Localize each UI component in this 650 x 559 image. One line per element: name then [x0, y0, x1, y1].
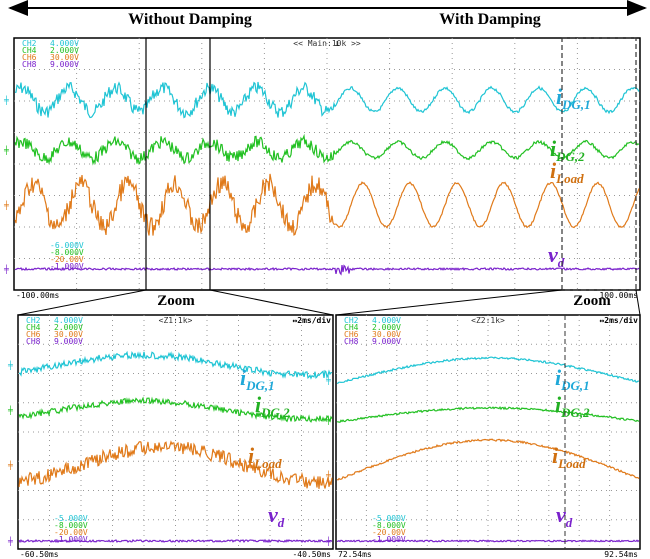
- timebase: <Z1:1k>: [159, 316, 193, 325]
- channel-scale: 9.000V: [50, 60, 79, 69]
- signal-subscript: d: [558, 255, 565, 270]
- timebase: << Main:10k >>: [293, 39, 361, 48]
- channel-scale: 9.000V: [372, 337, 401, 346]
- channel-marker: ╪: [7, 360, 13, 370]
- header-left: Without Damping: [128, 11, 252, 28]
- channel-name: CH8: [22, 60, 37, 69]
- channel-marker: ╪: [7, 536, 13, 546]
- zoom-link: [636, 290, 640, 315]
- signal-subscript: DG,2: [555, 149, 585, 164]
- channel-marker: ╪: [325, 536, 331, 546]
- signal-symbol: v: [548, 242, 558, 267]
- channel-marker: ╪: [325, 375, 331, 385]
- header-right: With Damping: [439, 11, 541, 28]
- channel-marker: ╪: [7, 405, 13, 415]
- time-start: -100.00ms: [16, 291, 60, 300]
- zoom-link: [210, 290, 333, 315]
- channel-marker: ╪: [325, 415, 331, 425]
- channel-scale: 9.000V: [54, 337, 83, 346]
- channel-offset: -1.000V: [372, 535, 406, 544]
- time-start: -60.50ms: [20, 550, 59, 559]
- signal-subscript: d: [566, 515, 573, 530]
- channel-marker: ╪: [3, 200, 9, 210]
- time-per-div: ↔2ms/div: [292, 315, 331, 325]
- time-start: 72.54ms: [338, 550, 372, 559]
- channel-marker: ╪: [3, 264, 9, 274]
- time-end: -40.50ms: [292, 550, 331, 559]
- trigger-marker: ⊥: [335, 39, 340, 48]
- timebase: <Z2:1k>: [471, 316, 505, 325]
- zoom-link: [336, 290, 562, 315]
- signal-subscript: DG,1: [561, 97, 591, 112]
- time-end: 100.00ms: [599, 291, 638, 300]
- channel-offset: -1.000V: [50, 262, 84, 271]
- signal-subscript: Load: [555, 171, 584, 186]
- signal-subscript: DG,1: [245, 378, 275, 393]
- channel-marker: ╪: [3, 145, 9, 155]
- channel-marker: ╪: [325, 470, 331, 480]
- figure: Without Damping With Damping Zoom Zoom ╪…: [0, 0, 650, 559]
- channel-offset: -1.000V: [54, 535, 88, 544]
- time-per-div: ↔2ms/div: [599, 315, 638, 325]
- signal-subscript: d: [278, 515, 285, 530]
- signal-subscript: Load: [253, 456, 282, 471]
- channel-marker: ╪: [7, 460, 13, 470]
- zoom-label: Zoom: [157, 293, 195, 309]
- signal-subscript: DG,2: [260, 405, 290, 420]
- channel-marker: ╪: [3, 95, 9, 105]
- time-end: 92.54ms: [604, 550, 638, 559]
- signal-symbol: v: [268, 502, 278, 527]
- signal-subscript: Load: [557, 456, 586, 471]
- channel-name: CH8: [26, 337, 41, 346]
- channel-name: CH8: [344, 337, 359, 346]
